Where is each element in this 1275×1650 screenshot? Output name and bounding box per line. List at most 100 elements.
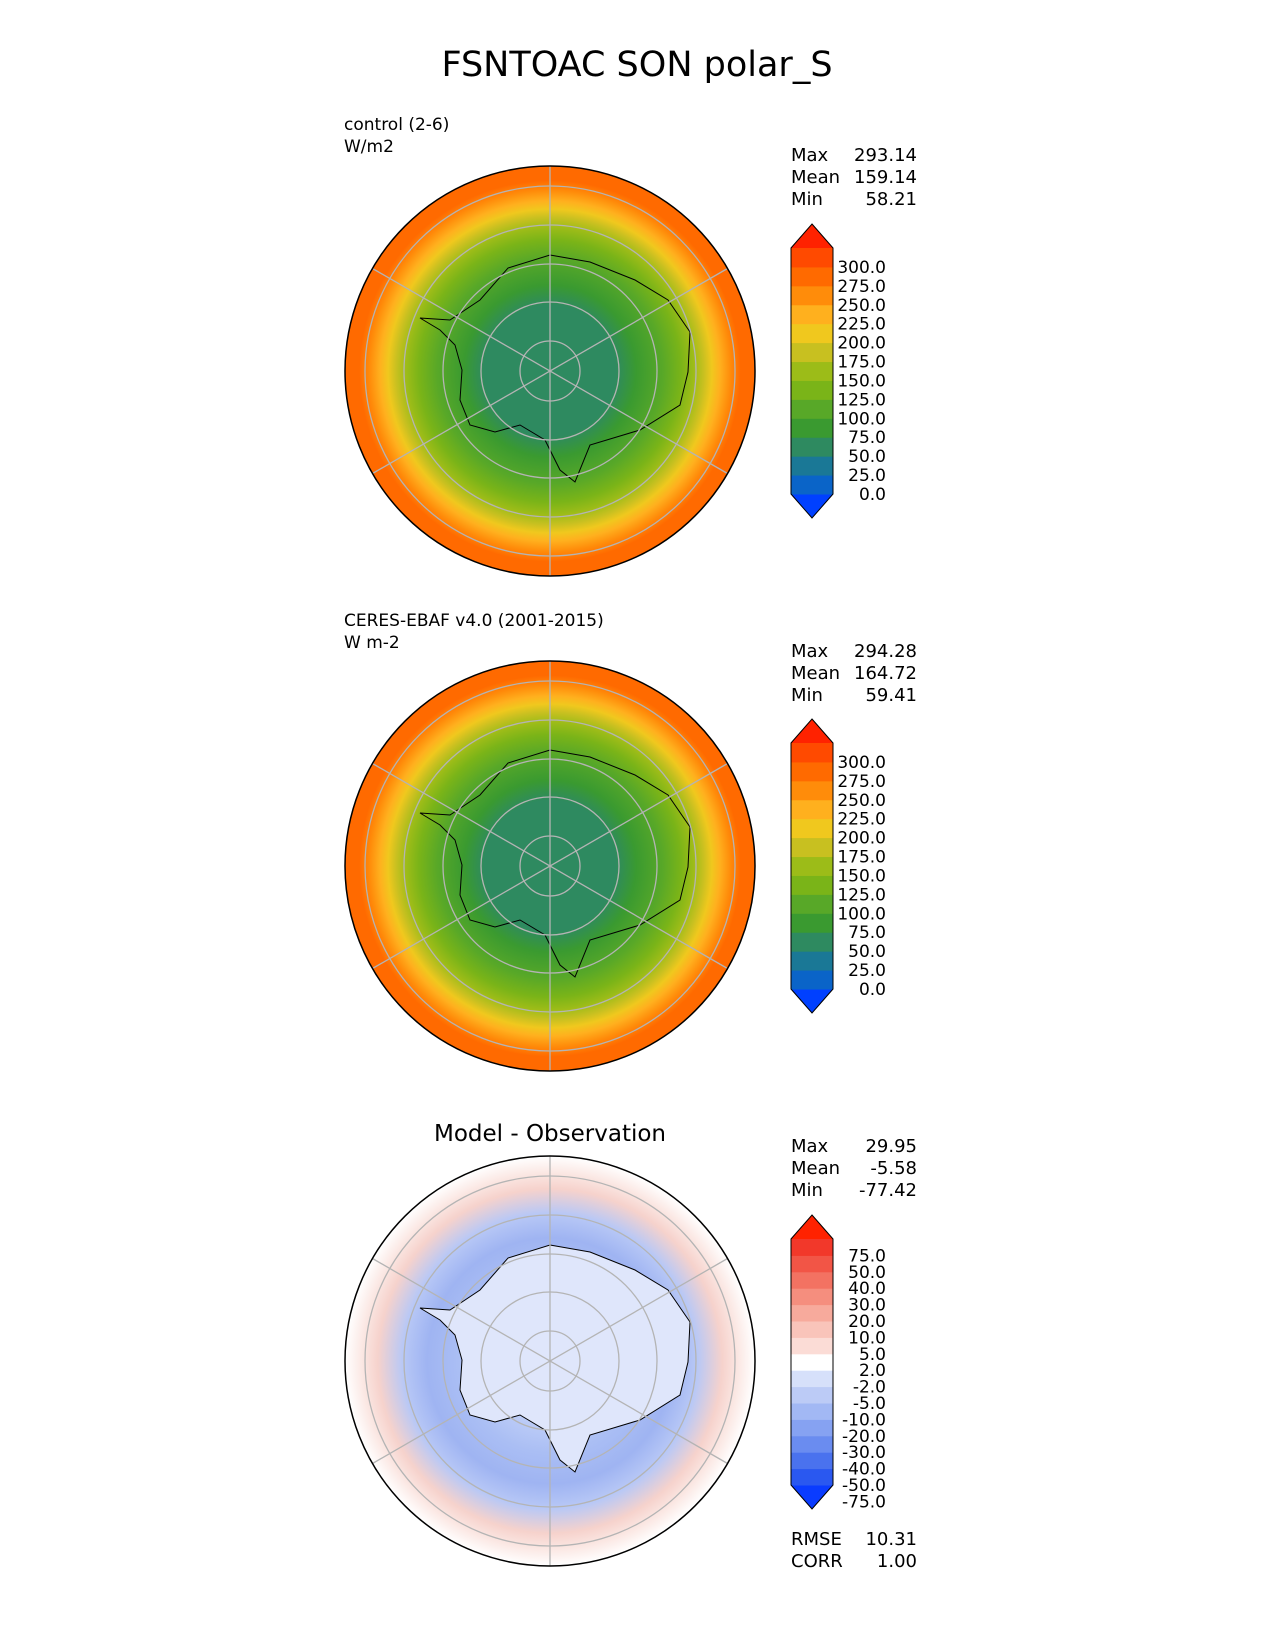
colorbar-extend-low <box>791 989 833 1013</box>
stat-value: 59.41 <box>865 685 917 706</box>
polar-map <box>344 1155 756 1567</box>
colorbar-tick-label: 200.0 <box>837 829 886 849</box>
colorbar-tick-label: 75.0 <box>848 1246 886 1266</box>
colorbar-tick-label: 125.0 <box>837 390 886 410</box>
panel-reference: CERES-EBAF v4.0 (2001-2015) W m-2 Max 29… <box>344 611 917 1072</box>
metric-value: 1.00 <box>877 1551 917 1572</box>
map-boundary <box>344 1155 756 1567</box>
colorbar-swatch <box>791 1255 833 1273</box>
colorbar-swatch <box>791 304 833 325</box>
colorbar-tick-label: 50.0 <box>848 447 886 467</box>
colorbar-swatch <box>791 323 833 344</box>
colorbar-swatch <box>791 1435 833 1453</box>
polar-map <box>344 165 756 577</box>
colorbar-swatch <box>791 1353 833 1371</box>
colorbar-tick-label: 250.0 <box>837 791 886 811</box>
graticule <box>364 661 736 1071</box>
colorbar-swatch <box>791 799 833 820</box>
graticule <box>364 1156 736 1566</box>
panel-name: CERES-EBAF v4.0 (2001-2015) <box>344 611 604 631</box>
colorbar-swatch <box>791 970 833 990</box>
colorbar-swatch <box>791 1239 833 1256</box>
colorbar-tick-label: 50.0 <box>848 942 886 962</box>
colorbar-swatch <box>791 837 833 858</box>
stat-value: -5.58 <box>870 1158 917 1179</box>
stats-block: Max 294.28 Mean 164.72 Min 59.41 <box>791 641 917 706</box>
colorbar-swatch <box>791 780 833 801</box>
stat-label: Min <box>791 685 823 706</box>
colorbar-tick-label: -5.0 <box>853 1394 886 1414</box>
colorbar-swatch <box>791 1271 833 1289</box>
antarctica-coastline <box>419 749 691 978</box>
colorbar-tick-label: 2.0 <box>859 1361 886 1381</box>
colorbar-tick-label: 150.0 <box>837 371 886 391</box>
panel-test: control (2-6) W/m2 Max 293.14 Mean 159.1… <box>344 115 917 577</box>
colorbar-tick-label: 275.0 <box>837 277 886 297</box>
stat-label: Max <box>791 145 829 166</box>
map-boundary <box>344 165 756 577</box>
colorbar-swatch <box>791 1337 833 1355</box>
colorbar-tick-label: 75.0 <box>848 428 886 448</box>
stats-block: Max 29.95 Mean -5.58 Min -77.42 <box>791 1136 917 1201</box>
colorbar-swatch <box>791 1304 833 1322</box>
stat-label: Max <box>791 1136 829 1157</box>
colorbar: 75.050.040.030.020.010.05.02.0-2.0-5.0-1… <box>790 1214 886 1512</box>
figure-title: FSNTOAC SON polar_S <box>441 45 832 85</box>
colorbar-tick-label: 125.0 <box>837 885 886 905</box>
stat-value: 58.21 <box>865 189 917 210</box>
colorbar-swatch <box>791 1386 833 1404</box>
colorbar-tick-label: 250.0 <box>837 296 886 316</box>
colorbar-tick-label: -40.0 <box>842 1460 886 1480</box>
colorbar-tick-label: 275.0 <box>837 772 886 792</box>
colorbar-tick-label: 225.0 <box>837 810 886 830</box>
colorbar-swatch <box>791 1321 833 1338</box>
colorbar-tick-label: 75.0 <box>848 923 886 943</box>
colorbar-swatch <box>791 856 833 876</box>
colorbar-tick-label: -20.0 <box>842 1427 886 1447</box>
stats-block: Max 293.14 Mean 159.14 Min 58.21 <box>791 145 917 210</box>
colorbar-swatch <box>791 266 833 287</box>
stat-label: Max <box>791 641 829 662</box>
colorbar-tick-label: -75.0 <box>842 1492 886 1512</box>
colorbar-swatch <box>791 932 833 952</box>
colorbar-tick-label: -10.0 <box>842 1410 886 1430</box>
colorbar-tick-label: 300.0 <box>837 753 886 773</box>
colorbar-swatch <box>791 1468 833 1486</box>
colorbar-swatch <box>791 913 833 933</box>
colorbar-swatch <box>791 380 833 400</box>
colorbar: 300.0275.0250.0225.0200.0175.0150.0125.0… <box>790 223 886 519</box>
colorbar-tick-label: 0.0 <box>859 485 886 505</box>
panel-units: W m-2 <box>344 633 400 653</box>
colorbar-swatch <box>791 1370 833 1388</box>
panel-title: Model - Observation <box>434 1121 666 1147</box>
colorbar-tick-label: 150.0 <box>837 866 886 886</box>
colorbar-tick-label: 225.0 <box>837 315 886 335</box>
colorbar-swatch <box>791 875 833 895</box>
colorbar: 300.0275.0250.0225.0200.0175.0150.0125.0… <box>790 718 886 1014</box>
colorbar-swatch <box>791 951 833 971</box>
antarctica-coastline <box>419 254 691 483</box>
colorbar-swatch <box>791 894 833 914</box>
colorbar-tick-label: 5.0 <box>859 1345 886 1365</box>
colorbar-swatch <box>791 818 833 839</box>
colorbar-swatch <box>791 743 833 763</box>
colorbar-tick-label: 100.0 <box>837 409 886 429</box>
colorbar-swatch <box>791 285 833 306</box>
colorbar-tick-label: 175.0 <box>837 848 886 868</box>
map-boundary <box>344 660 756 1072</box>
colorbar-swatch <box>791 456 833 476</box>
colorbar-extend-low <box>791 494 833 518</box>
stat-label: Mean <box>791 663 840 684</box>
colorbar-tick-label: 20.0 <box>848 1312 886 1332</box>
colorbar-tick-label: 200.0 <box>837 334 886 354</box>
colorbar-swatch <box>791 437 833 457</box>
colorbar-tick-label: 175.0 <box>837 353 886 373</box>
colorbar-tick-label: -2.0 <box>853 1378 886 1398</box>
colorbar-swatch <box>791 361 833 381</box>
colorbar-extend-high <box>791 1215 833 1239</box>
metric-label: RMSE <box>791 1529 842 1550</box>
graticule <box>364 166 736 576</box>
panel-units: W/m2 <box>344 137 394 157</box>
stat-value: 159.14 <box>854 167 917 188</box>
